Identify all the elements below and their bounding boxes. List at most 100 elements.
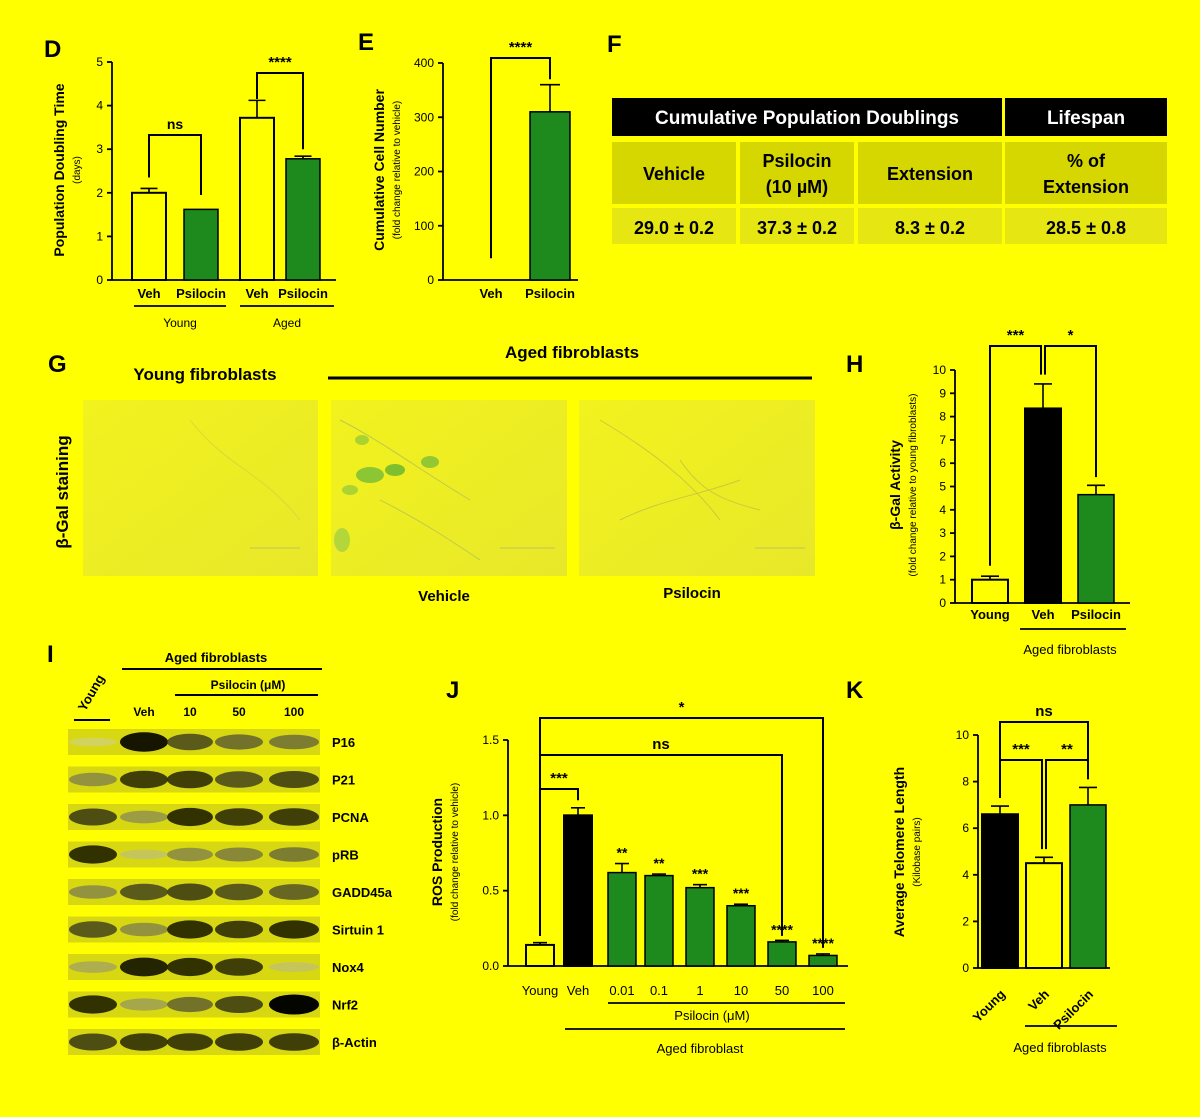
y-tick-label: 0 — [939, 596, 946, 610]
panel-label-g: G — [48, 351, 67, 378]
bar — [607, 871, 637, 967]
y-tick-label: 3 — [939, 526, 946, 540]
g-young-title: Young fibroblasts — [133, 365, 276, 384]
g-young-fiber — [189, 419, 301, 521]
panel-f: F Cumulative Population Doublings Lifesp… — [607, 31, 1167, 244]
blot-band — [167, 847, 213, 862]
f-val-vehicle-bg — [612, 208, 736, 244]
blot-band — [167, 996, 213, 1013]
f-cell-pct-bg — [1005, 142, 1167, 204]
panel-i: I Young Aged fibroblasts Psilocin (μM) V… — [47, 641, 393, 1055]
f-header-lifespan: Lifespan — [1047, 108, 1125, 129]
panel-g: G Young fibroblasts Aged fibroblasts β-G… — [48, 343, 815, 605]
f-val-vehicle: 29.0 ± 0.2 — [634, 218, 714, 238]
blot-band — [167, 770, 213, 789]
f-val-extension: 8.3 ± 0.2 — [895, 218, 965, 238]
bar-significance: *** — [733, 885, 750, 901]
x-tick-label: Young — [522, 983, 558, 998]
significance-label: ns — [652, 736, 670, 753]
y-tick-label: 3 — [96, 142, 103, 156]
blot-band — [69, 808, 117, 826]
h-ylabel-sub: (fold change relative to young fibroblas… — [908, 394, 919, 577]
y-tick-label: 2 — [939, 549, 946, 563]
blot-band — [167, 733, 213, 751]
y-tick-label: 6 — [939, 456, 946, 470]
blot-band — [120, 770, 168, 789]
x-tick-label: Veh — [479, 286, 502, 301]
bar — [183, 208, 219, 281]
e-ylabel-sub: (fold change relative to vehicle) — [392, 101, 403, 239]
significance-bracket — [1045, 759, 1089, 850]
bar — [1077, 493, 1115, 604]
f-val-pct-bg — [1005, 208, 1167, 244]
x-tick-label: Psilocin — [1071, 607, 1121, 622]
blot-band — [69, 1033, 117, 1051]
g-row-label: β-Gal staining — [53, 435, 72, 548]
bar — [525, 943, 555, 968]
blot-band — [215, 1033, 263, 1051]
x-tick-label: Psilocin — [278, 286, 328, 301]
g-aged-title: Aged fibroblasts — [505, 343, 639, 362]
significance-label: * — [679, 699, 685, 716]
bar — [685, 886, 715, 967]
blot-band — [167, 920, 213, 939]
y-tick-label: 200 — [414, 165, 434, 179]
y-tick-label: 0.0 — [482, 959, 499, 973]
y-tick-label: 8 — [962, 775, 969, 789]
blot-band — [120, 883, 168, 901]
blot-band — [69, 961, 117, 973]
x-tick-label: Veh — [1025, 986, 1052, 1013]
y-tick-label: 4 — [939, 503, 946, 517]
blot-band — [120, 922, 168, 937]
x-tick-label: Veh — [1031, 607, 1054, 622]
d-ylabel-sub: (days) — [72, 156, 83, 184]
panel-j: J ROS Production (fold change relative t… — [429, 677, 848, 1056]
significance-bracket — [999, 759, 1043, 850]
blot-band — [215, 734, 263, 750]
f-val-pct: 28.5 ± 0.8 — [1046, 218, 1126, 238]
panel-label-e: E — [358, 29, 374, 56]
blot-band — [269, 1033, 319, 1051]
significance-label: ns — [167, 116, 184, 132]
x-tick-label: Veh — [567, 983, 589, 998]
significance-bracket — [148, 134, 202, 195]
i-psilocin-label: Psilocin (μM) — [211, 678, 286, 692]
x-tick-label: Young — [970, 986, 1009, 1025]
f-sub-extension: Extension — [887, 164, 973, 184]
panel-label-d: D — [44, 36, 61, 63]
blot-band — [269, 884, 319, 900]
panel-h: H β-Gal Activity (fold change relative t… — [846, 327, 1130, 657]
significance-label: *** — [1007, 327, 1025, 344]
x-tick-label: 50 — [775, 983, 789, 998]
y-tick-label: 0 — [427, 273, 434, 287]
group-label: Aged — [273, 316, 301, 330]
bar — [563, 814, 593, 967]
significance-label: ns — [1035, 703, 1053, 720]
x-tick-label: 100 — [812, 983, 834, 998]
group-label: Aged fibroblasts — [1013, 1040, 1107, 1055]
group-label: Aged fibroblasts — [1023, 642, 1117, 657]
f-val-extension-bg — [858, 208, 1002, 244]
bar-significance: ** — [654, 855, 665, 871]
g-psilocin-label: Psilocin — [663, 585, 721, 602]
x-tick-label: 1 — [696, 983, 703, 998]
stain-blob — [342, 485, 358, 495]
y-tick-label: 7 — [939, 433, 946, 447]
k-ylabel: Average Telomere Length — [891, 767, 907, 937]
blot-band — [69, 921, 117, 938]
x-tick-label: 0.01 — [609, 983, 634, 998]
bar — [644, 874, 674, 967]
blot-band — [120, 1033, 168, 1051]
x-tick-label: 0.1 — [650, 983, 668, 998]
significance-label: *** — [550, 770, 568, 787]
chart-e: 0 100 200 300 400 Veh Psilocin **** — [414, 39, 578, 301]
bar — [239, 116, 275, 281]
blot-band — [269, 994, 319, 1015]
panel-e: E Cumulative Cell Number (fold change re… — [358, 29, 578, 301]
bar — [971, 578, 1009, 605]
bar — [981, 813, 1019, 969]
f-sub-vehicle: Vehicle — [643, 164, 705, 184]
y-tick-label: 1.0 — [482, 808, 499, 822]
bar — [131, 191, 167, 281]
